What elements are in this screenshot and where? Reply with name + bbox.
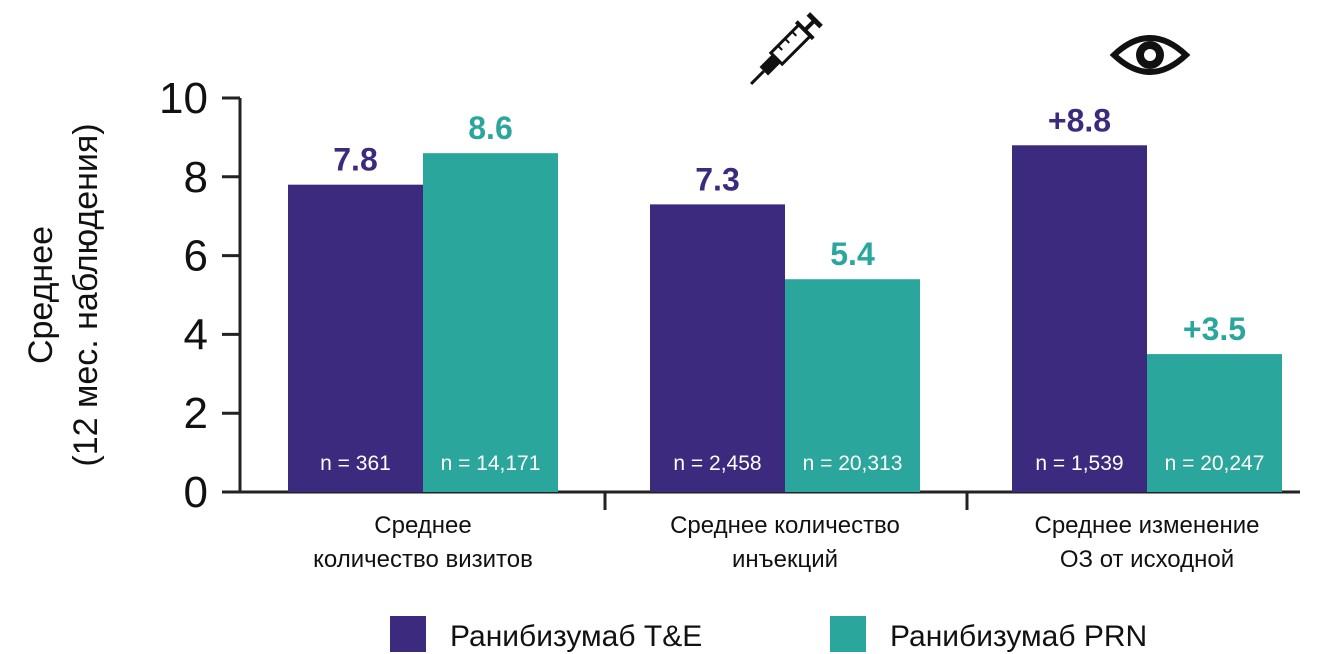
- bar: [423, 153, 558, 492]
- data-label: 5.4: [830, 236, 875, 272]
- y-tick-label: 2: [184, 389, 208, 438]
- y-tick-label: 6: [184, 232, 208, 281]
- n-label: n = 2,458: [673, 452, 761, 475]
- bar: [1012, 145, 1147, 492]
- category-label: Среднее изменение: [1035, 512, 1260, 539]
- category-labels: Среднее количество визитов Среднее количес…: [313, 512, 1259, 573]
- n-label: n = 20,247: [1165, 452, 1265, 475]
- y-tick-label: 4: [184, 310, 208, 359]
- bar: [785, 279, 920, 492]
- data-label: 7.3: [695, 161, 739, 197]
- n-label: n = 1,539: [1035, 452, 1123, 475]
- syringe-icon: [749, 12, 823, 86]
- y-tick-label: 10: [159, 74, 208, 123]
- bar: [650, 204, 785, 492]
- category-label: ОЗ от исходной: [1060, 546, 1234, 573]
- y-tick-label: 8: [184, 153, 208, 202]
- legend-label-te: Ранибизумаб T&E: [450, 620, 702, 653]
- legend-swatch-prn: [830, 616, 866, 652]
- category-label: Среднее: [374, 512, 471, 539]
- category-label: инъекций: [732, 546, 838, 573]
- y-ticks: 0 2 4 6 8 10: [159, 74, 240, 517]
- bar: [288, 184, 423, 492]
- y-axis-label-line2: (12 мес. наблюдения): [67, 123, 105, 466]
- data-label: +3.5: [1183, 311, 1246, 347]
- n-label: n = 14,171: [441, 452, 541, 475]
- eye-icon: [1109, 35, 1191, 75]
- legend-swatch-te: [390, 616, 426, 652]
- n-label: n = 20,313: [803, 452, 903, 475]
- bar: [1147, 354, 1282, 492]
- legend-label-prn: Ранибизумаб PRN: [890, 620, 1147, 653]
- n-label: n = 361: [320, 452, 391, 475]
- category-label: Среднее количество: [670, 512, 900, 539]
- y-tick-label: 0: [184, 468, 208, 517]
- data-label: 7.8: [333, 142, 377, 178]
- category-label: количество визитов: [313, 546, 533, 573]
- data-label: +8.8: [1048, 102, 1111, 138]
- data-label: 8.6: [468, 110, 512, 146]
- bars-group: 7.8 n = 361 7.3 n = 2,458 +8.8 n = 1,539 8.6 n …: [288, 102, 1282, 492]
- y-axis-label-line1: Среднее: [22, 226, 60, 364]
